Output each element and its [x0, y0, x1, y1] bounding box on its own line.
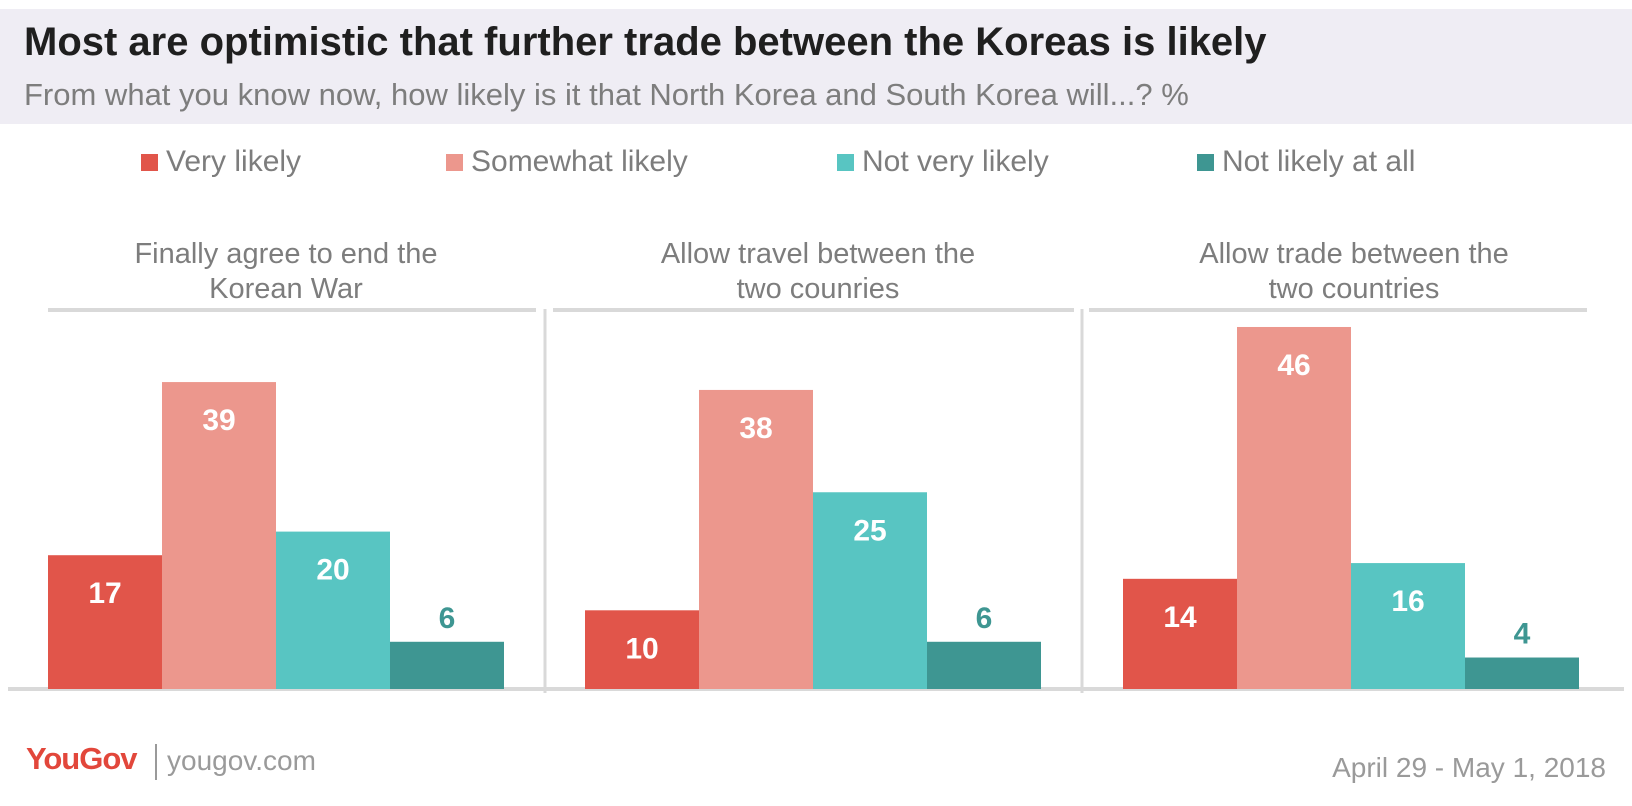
bar-value-label: 25 [853, 514, 886, 547]
bar-not-likely-at-all [1465, 657, 1579, 689]
bar-not-likely-at-all [390, 641, 504, 689]
bar-not-likely-at-all [927, 641, 1041, 689]
legend-label-not-very-likely: Not very likely [862, 145, 1049, 178]
footer-separator [155, 744, 157, 780]
bar-value-label: 6 [976, 602, 993, 635]
bar-somewhat-likely [1237, 326, 1351, 689]
bar-value-label: 38 [739, 412, 772, 445]
yougov-logo: YouGov [26, 741, 138, 776]
legend-swatch-somewhat-likely [446, 153, 463, 171]
panel-title-line: Korean War [209, 273, 363, 305]
legend-item-not-very-likely: Not very likely [837, 145, 1049, 179]
survey-date: April 29 - May 1, 2018 [1332, 752, 1606, 783]
chart-title: Most are optimistic that further trade b… [24, 20, 1267, 64]
panel-title-line: Allow trade between the [1199, 238, 1509, 270]
bar-somewhat-likely [699, 389, 813, 689]
panel-title-line: two counries [737, 273, 900, 305]
bar-very-likely [48, 555, 162, 689]
bar-value-label: 10 [625, 632, 658, 665]
bar-value-label: 20 [316, 554, 349, 587]
bar-value-label: 39 [202, 404, 235, 437]
legend-label-somewhat-likely: Somewhat likely [471, 145, 688, 178]
bar-not-very-likely [813, 492, 927, 689]
panel-title-line: Finally agree to end the [134, 238, 437, 270]
bar-very-likely [1123, 578, 1237, 689]
legend-item-very-likely: Very likely [141, 145, 301, 179]
legend-swatch-very-likely [141, 153, 158, 171]
bar-value-label: 4 [1514, 618, 1531, 651]
bar-not-very-likely [1351, 563, 1465, 689]
legend-item-not-likely-at-all: Not likely at all [1197, 145, 1415, 179]
legend-swatch-not-likely-at-all [1197, 153, 1214, 171]
bar-value-label: 16 [1391, 585, 1424, 618]
legend-item-somewhat-likely: Somewhat likely [446, 145, 688, 179]
bar-not-very-likely [276, 531, 390, 689]
panel-title-line: Allow travel between the [661, 238, 975, 270]
legend-swatch-not-very-likely [837, 153, 854, 171]
bar-very-likely [585, 610, 699, 689]
header-band [0, 9, 1632, 124]
chart-subtitle: From what you know now, how likely is it… [24, 77, 1189, 112]
legend-label-very-likely: Very likely [166, 145, 302, 178]
bar-value-label: 6 [439, 602, 456, 635]
bar-value-label: 14 [1163, 601, 1197, 634]
bar-value-label: 46 [1277, 349, 1310, 382]
bar-value-label: 17 [88, 577, 121, 610]
legend-label-not-likely-at-all: Not likely at all [1222, 145, 1416, 178]
footer-url[interactable]: yougov.com [167, 745, 316, 776]
bar-somewhat-likely [162, 382, 276, 689]
panel-title-line: two countries [1269, 273, 1440, 305]
